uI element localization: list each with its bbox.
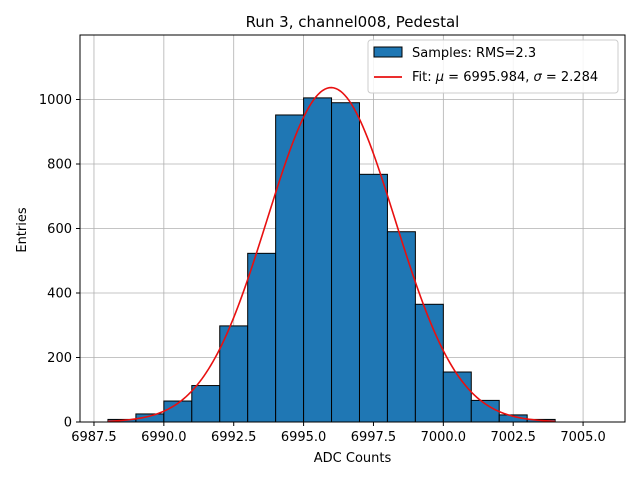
x-tick-label: 6995.0	[281, 430, 327, 445]
x-tick-label: 7005.0	[560, 430, 606, 445]
histogram-bar	[358, 173, 388, 423]
legend-fit-sigma-symbol: σ	[534, 70, 543, 85]
histogram-bar	[331, 102, 360, 423]
legend-swatch-samples	[373, 46, 403, 58]
y-tick-label: 400	[47, 287, 72, 302]
histogram-bar	[275, 114, 305, 423]
y-tick-label: 1000	[39, 93, 72, 108]
y-axis-ticks: 0 200 400 600 800 1000	[39, 93, 80, 431]
histogram-bar	[386, 231, 416, 423]
y-tick-label: 600	[47, 222, 72, 237]
y-tick-label: 200	[47, 351, 72, 366]
histogram-bars	[107, 97, 556, 423]
x-tick-label: 6990.0	[141, 430, 187, 445]
legend-fit-sigma-value: = 2.284	[542, 70, 598, 85]
x-axis-ticks: 6987.5 6990.0 6992.5 6995.0 6997.5 7000.0 7002…	[71, 422, 606, 445]
legend-box	[367, 39, 619, 94]
chart-title: Run 3, channel008, Pedestal	[246, 13, 460, 31]
y-tick-label: 800	[47, 158, 72, 173]
x-tick-label: 6987.5	[71, 430, 117, 445]
legend-label-fit: Fit: μ = 6995.984, σ = 2.284	[412, 70, 598, 85]
legend-fit-prefix: Fit:	[412, 70, 436, 85]
legend-fit-mu-symbol: μ	[435, 70, 444, 85]
x-tick-label: 7002.5	[490, 430, 536, 445]
histogram-bar	[247, 252, 277, 423]
y-axis-label: Entries	[15, 207, 30, 253]
x-tick-label: 6992.5	[211, 430, 257, 445]
x-tick-label: 7000.0	[421, 430, 467, 445]
x-tick-label: 6997.5	[351, 430, 397, 445]
histogram-bar	[414, 303, 444, 423]
legend-label-samples: Samples: RMS=2.3	[412, 46, 536, 61]
histogram-bar	[191, 385, 221, 423]
histogram-bar	[442, 371, 472, 423]
legend-fit-mu-value: = 6995.984,	[444, 70, 533, 85]
x-axis-label: ADC Counts	[314, 451, 392, 466]
histogram-bar	[303, 97, 333, 423]
gaussian-fit-curve	[107, 86, 556, 423]
y-tick-label: 0	[64, 416, 72, 431]
legend: Samples: RMS=2.3 Fit: μ = 6995.984, σ = …	[367, 39, 619, 94]
